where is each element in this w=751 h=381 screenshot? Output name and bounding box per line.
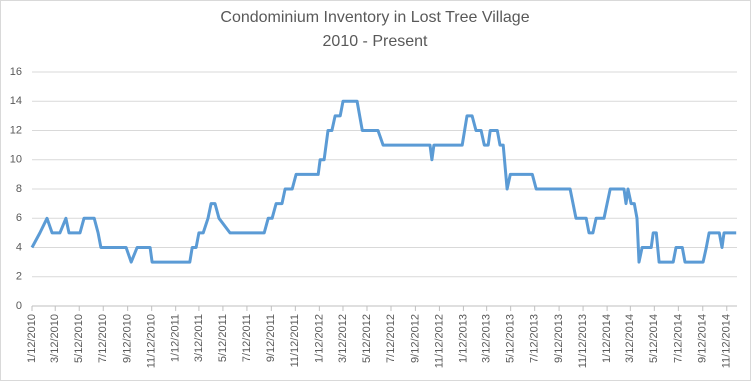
chart-subtitle: 2010 - Present [323, 33, 429, 50]
x-tick-label: 1/12/2014 [601, 314, 613, 363]
x-tick-label: 1/12/2010 [26, 314, 38, 363]
x-tick-label: 1/12/2011 [170, 314, 182, 362]
x-tick-label: 9/12/2014 [697, 314, 709, 363]
y-tick-label: 8 [16, 183, 22, 195]
y-tick-label: 16 [10, 66, 22, 78]
x-tick-label: 7/12/2014 [672, 314, 684, 363]
x-tick-label: 5/12/2010 [73, 314, 85, 363]
y-tick-label: 4 [16, 241, 22, 253]
x-tick-label: 9/12/2012 [409, 314, 421, 363]
x-tick-label: 3/12/2011 [193, 314, 205, 362]
x-tick-label: 11/12/2013 [577, 314, 589, 368]
y-tick-label: 10 [10, 154, 22, 166]
y-tick-label: 14 [10, 95, 22, 107]
x-tick-label: 11/12/2011 [289, 314, 301, 367]
y-tick-label: 12 [10, 124, 22, 136]
x-tick-label: 7/12/2012 [385, 314, 397, 363]
x-tick-label: 1/12/2012 [313, 314, 325, 363]
x-tick-label: 3/12/2010 [49, 314, 61, 363]
x-tick-label: 7/12/2013 [529, 314, 541, 363]
x-tick-label: 5/12/2012 [361, 314, 373, 363]
x-tick-label: 1/12/2013 [457, 314, 469, 363]
y-tick-label: 6 [16, 212, 22, 224]
x-tick-label: 3/12/2012 [337, 314, 349, 363]
x-tick-label: 11/12/2012 [433, 314, 445, 368]
y-tick-label: 0 [16, 300, 22, 312]
x-tick-label: 5/12/2013 [505, 314, 517, 363]
x-tick-label: 11/12/2010 [146, 314, 158, 368]
x-tick-label: 5/12/2014 [648, 314, 660, 363]
x-tick-label: 11/12/2014 [721, 314, 733, 368]
x-tick-label: 7/12/2011 [241, 314, 253, 362]
x-tick-label: 9/12/2013 [553, 314, 565, 363]
x-tick-label: 9/12/2011 [265, 314, 277, 362]
data-line [30, 99, 737, 264]
x-tick-label: 3/12/2013 [481, 314, 493, 363]
x-tick-label: 3/12/2014 [624, 314, 636, 363]
x-tick-label: 9/12/2010 [122, 314, 134, 363]
y-tick-label: 2 [16, 271, 22, 283]
x-tick-label: 7/12/2010 [97, 314, 109, 363]
chart-title: Condominium Inventory in Lost Tree Villa… [220, 9, 529, 26]
x-tick-label: 5/12/2011 [217, 314, 229, 362]
